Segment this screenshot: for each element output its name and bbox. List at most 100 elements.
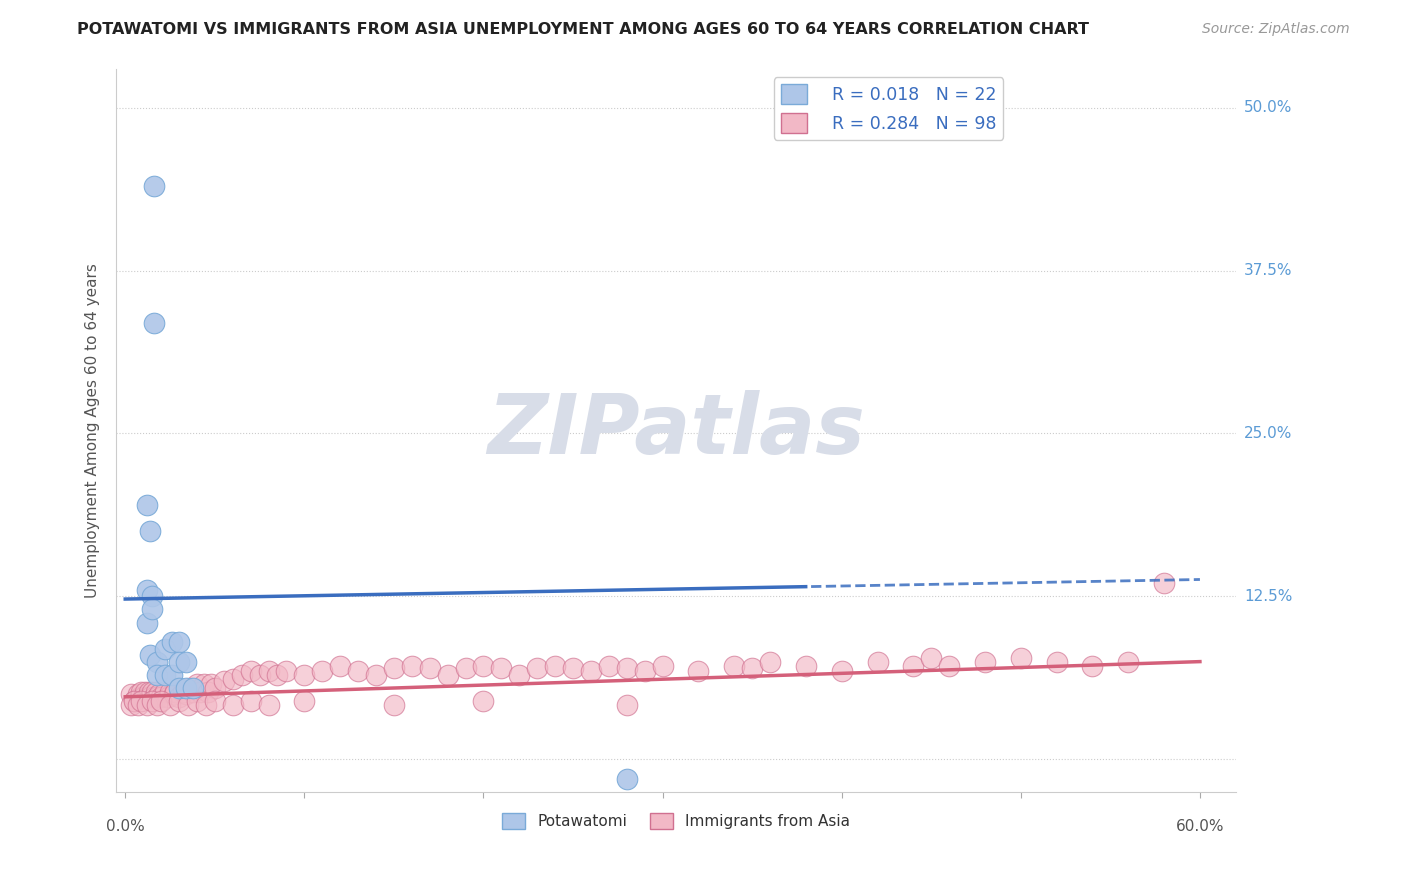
Point (131, 684, 153, 698)
Text: 0.0%: 0.0% (105, 819, 145, 834)
Point (382, 698, 405, 712)
Text: 50.0%: 50.0% (1244, 100, 1292, 115)
Point (401, 658, 423, 673)
Point (193, 677, 215, 691)
Point (160, 667, 183, 681)
Point (165, 684, 187, 698)
Point (239, 664, 262, 678)
Point (562, 661, 585, 675)
Point (212, 674, 235, 689)
Point (794, 658, 817, 673)
Point (938, 658, 960, 673)
Legend: Potawatomi, Immigrants from Asia: Potawatomi, Immigrants from Asia (496, 806, 856, 835)
Point (146, 655, 169, 669)
Point (579, 664, 602, 678)
Point (150, 694, 173, 708)
Point (634, 664, 657, 678)
Point (508, 667, 530, 681)
Point (146, 690, 169, 704)
Point (616, 772, 638, 786)
Point (186, 677, 208, 691)
Point (231, 667, 253, 681)
Point (436, 667, 458, 681)
Point (131, 694, 153, 708)
Point (526, 661, 548, 675)
Point (382, 661, 405, 675)
Point (249, 667, 271, 681)
Point (153, 641, 176, 656)
Point (329, 658, 352, 673)
Point (1081, 658, 1104, 673)
Point (222, 698, 245, 712)
Point (146, 667, 169, 681)
Point (141, 694, 163, 708)
Point (197, 684, 219, 698)
Point (181, 681, 204, 695)
Point (135, 690, 157, 704)
Point (616, 661, 638, 675)
Point (222, 672, 245, 686)
Point (134, 684, 156, 698)
Point (1116, 655, 1139, 669)
Point (120, 698, 142, 712)
Point (138, 684, 160, 698)
Point (135, 698, 157, 712)
Point (1153, 576, 1175, 591)
Text: 25.0%: 25.0% (1244, 426, 1292, 441)
Point (177, 698, 200, 712)
Point (141, 602, 163, 616)
Point (153, 684, 176, 698)
Point (160, 635, 183, 649)
Point (167, 635, 190, 649)
Y-axis label: Unemployment Among Ages 60 to 64 years: Unemployment Among Ages 60 to 64 years (86, 263, 100, 598)
Point (174, 681, 197, 695)
Point (172, 684, 194, 698)
Point (135, 498, 157, 512)
Point (139, 648, 162, 662)
Point (135, 582, 157, 597)
Point (174, 655, 197, 669)
Point (148, 687, 170, 701)
Text: POTAWATOMI VS IMMIGRANTS FROM ASIA UNEMPLOYMENT AMONG AGES 60 TO 64 YEARS CORREL: POTAWATOMI VS IMMIGRANTS FROM ASIA UNEMP… (77, 22, 1090, 37)
Point (311, 664, 333, 678)
Point (239, 694, 262, 708)
Point (544, 658, 567, 673)
Point (616, 698, 638, 712)
Point (128, 690, 150, 704)
Point (141, 684, 163, 698)
Point (141, 590, 163, 604)
Point (139, 690, 162, 704)
Point (204, 694, 226, 708)
Point (167, 655, 190, 669)
Point (454, 661, 477, 675)
Point (190, 684, 212, 698)
Point (257, 698, 280, 712)
Point (162, 687, 184, 701)
Point (142, 316, 165, 330)
Point (122, 694, 145, 708)
Point (194, 698, 217, 712)
Point (651, 658, 673, 673)
Point (974, 655, 997, 669)
Point (204, 681, 226, 695)
Point (200, 677, 222, 691)
Point (491, 661, 513, 675)
Point (167, 690, 190, 704)
Point (179, 681, 201, 695)
Point (146, 698, 169, 712)
Point (266, 667, 288, 681)
Point (723, 658, 745, 673)
Point (257, 664, 280, 678)
Point (1010, 650, 1032, 665)
Point (186, 694, 208, 708)
Point (903, 658, 925, 673)
Point (145, 684, 167, 698)
Point (142, 178, 165, 193)
Point (364, 667, 387, 681)
Point (831, 664, 853, 678)
Point (127, 698, 149, 712)
Point (419, 661, 441, 675)
Point (153, 667, 176, 681)
Point (127, 687, 149, 701)
Point (759, 655, 782, 669)
